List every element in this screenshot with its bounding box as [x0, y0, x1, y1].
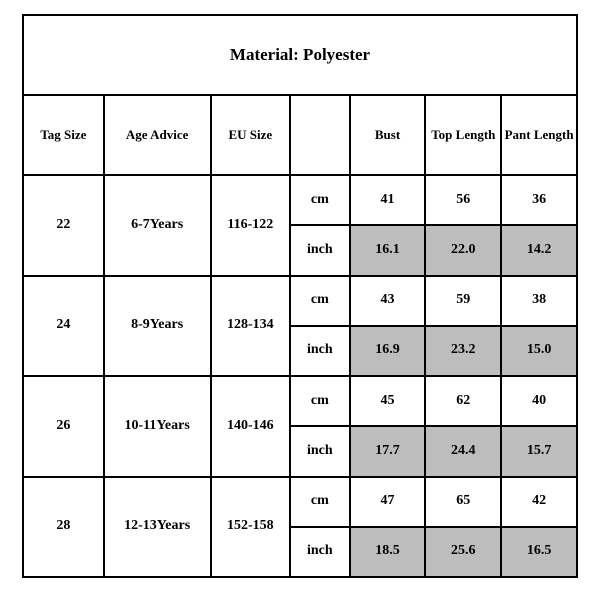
cell-bust: 45 [350, 376, 426, 426]
table-row: 22 6-7Years 116-122 cm 41 56 36 [23, 175, 577, 225]
cell-unit: inch [290, 326, 350, 376]
cell-pant: 42 [501, 477, 577, 527]
cell-eu: 128-134 [211, 276, 290, 377]
cell-eu: 140-146 [211, 376, 290, 477]
cell-age: 12-13Years [104, 477, 211, 578]
cell-unit: inch [290, 426, 350, 476]
cell-top: 62 [425, 376, 501, 426]
cell-eu: 152-158 [211, 477, 290, 578]
size-chart-table: Material: Polyester Tag Size Age Advice … [22, 14, 578, 578]
header-pant: Pant Length [501, 95, 577, 175]
cell-top: 22.0 [425, 225, 501, 275]
cell-unit: inch [290, 527, 350, 577]
table-row: 26 10-11Years 140-146 cm 45 62 40 [23, 376, 577, 426]
cell-age: 10-11Years [104, 376, 211, 477]
cell-tag: 26 [23, 376, 104, 477]
cell-pant: 16.5 [501, 527, 577, 577]
cell-unit: cm [290, 175, 350, 225]
cell-unit: inch [290, 225, 350, 275]
table-row: 28 12-13Years 152-158 cm 47 65 42 [23, 477, 577, 527]
cell-eu: 116-122 [211, 175, 290, 276]
cell-top: 59 [425, 276, 501, 326]
cell-unit: cm [290, 276, 350, 326]
header-tag: Tag Size [23, 95, 104, 175]
cell-bust: 47 [350, 477, 426, 527]
cell-top: 24.4 [425, 426, 501, 476]
cell-top: 23.2 [425, 326, 501, 376]
cell-age: 6-7Years [104, 175, 211, 276]
cell-pant: 15.7 [501, 426, 577, 476]
cell-tag: 22 [23, 175, 104, 276]
cell-bust: 16.9 [350, 326, 426, 376]
cell-pant: 38 [501, 276, 577, 326]
cell-age: 8-9Years [104, 276, 211, 377]
cell-bust: 16.1 [350, 225, 426, 275]
header-top: Top Length [425, 95, 501, 175]
cell-pant: 14.2 [501, 225, 577, 275]
cell-pant: 36 [501, 175, 577, 225]
table-row: 24 8-9Years 128-134 cm 43 59 38 [23, 276, 577, 326]
cell-tag: 24 [23, 276, 104, 377]
cell-pant: 15.0 [501, 326, 577, 376]
cell-tag: 28 [23, 477, 104, 578]
cell-bust: 43 [350, 276, 426, 326]
cell-top: 25.6 [425, 527, 501, 577]
cell-bust: 41 [350, 175, 426, 225]
header-bust: Bust [350, 95, 426, 175]
cell-pant: 40 [501, 376, 577, 426]
header-age: Age Advice [104, 95, 211, 175]
header-unit [290, 95, 350, 175]
cell-top: 65 [425, 477, 501, 527]
table-title: Material: Polyester [23, 15, 577, 95]
cell-top: 56 [425, 175, 501, 225]
header-eu: EU Size [211, 95, 290, 175]
cell-bust: 18.5 [350, 527, 426, 577]
cell-bust: 17.7 [350, 426, 426, 476]
cell-unit: cm [290, 376, 350, 426]
cell-unit: cm [290, 477, 350, 527]
